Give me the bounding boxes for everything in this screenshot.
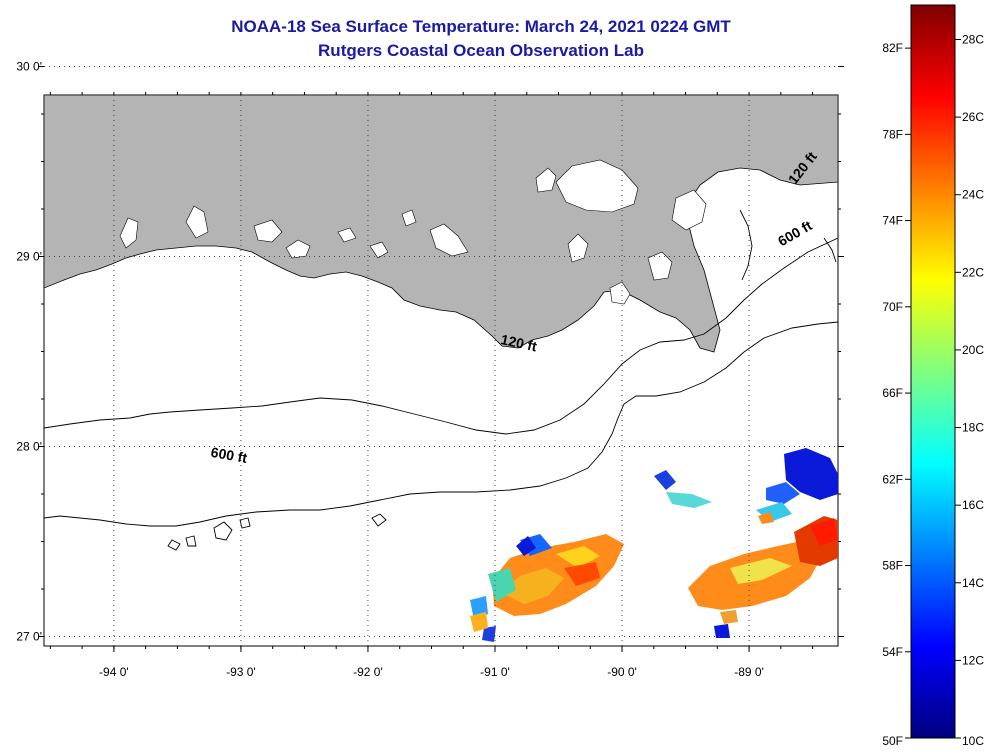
lon-tick-label: -91 0': [480, 665, 510, 679]
celsius-label: 20C: [962, 343, 984, 357]
fahrenheit-label: 74F: [882, 214, 903, 228]
fahrenheit-label: 82F: [882, 41, 903, 55]
contour-600ft: [44, 321, 838, 527]
axis-ticks: -94 0' -93 0' -92 0' -91 0' -90 0' -89 0' 30 0…: [16, 60, 844, 679]
celsius-label: 24C: [962, 188, 984, 202]
fahrenheit-label: 50F: [882, 734, 903, 748]
lon-tick-label: -90 0': [607, 665, 637, 679]
fahrenheit-label: 54F: [882, 645, 903, 659]
celsius-label: 12C: [962, 653, 984, 667]
fahrenheit-label: 62F: [882, 472, 903, 486]
contour-120ft: [44, 237, 838, 435]
lat-tick-label: 28 0': [16, 440, 42, 454]
depth-contours: [44, 209, 838, 551]
lat-tick-label: 29 0': [16, 250, 42, 264]
fahrenheit-label: 58F: [882, 559, 903, 573]
map-subtitle: Rutgers Coastal Ocean Observation Lab: [318, 41, 644, 60]
graticule: [44, 66, 838, 646]
celsius-label: 16C: [962, 498, 984, 512]
fahrenheit-label: 78F: [882, 127, 903, 141]
colorbar-ticks: 82F 78F 74F 70F 66F 62F 58F 54F 50F 28C 26C 24C 22C 2…: [882, 32, 984, 748]
celsius-label: 22C: [962, 265, 984, 279]
fahrenheit-label: 70F: [882, 300, 903, 314]
contour-label: 120 ft: [499, 331, 538, 354]
celsius-label: 26C: [962, 110, 984, 124]
lon-tick-label: -89 0': [734, 665, 764, 679]
map-title: NOAA-18 Sea Surface Temperature: March 2…: [231, 17, 731, 36]
celsius-label: 18C: [962, 421, 984, 435]
water-bodies: [119, 159, 707, 305]
colorbar: [910, 4, 956, 739]
celsius-label: 28C: [962, 32, 984, 46]
contour-label: 600 ft: [210, 444, 249, 466]
lon-tick-label: -93 0': [226, 665, 256, 679]
lon-tick-label: -92 0': [353, 665, 383, 679]
sst-patches: [470, 448, 838, 642]
lat-tick-label: 27 0': [16, 630, 42, 644]
celsius-label: 10C: [962, 734, 984, 748]
fahrenheit-label: 66F: [882, 386, 903, 400]
lat-tick-label: 30 0': [16, 60, 42, 74]
lon-tick-label: -94 0': [99, 665, 129, 679]
celsius-label: 14C: [962, 576, 984, 590]
